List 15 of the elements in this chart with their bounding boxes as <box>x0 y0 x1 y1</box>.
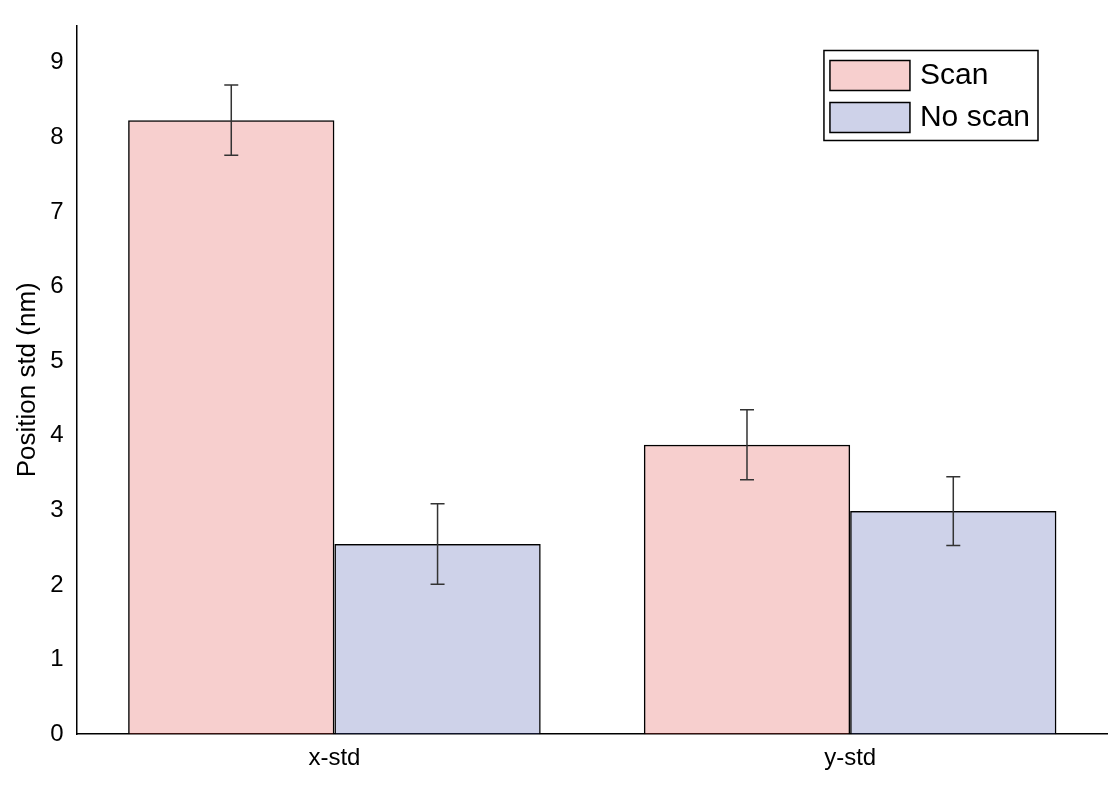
y-axis-title: Position std (nm) <box>10 282 41 478</box>
y-tick-label: 6 <box>50 271 64 299</box>
y-tick-label: 2 <box>50 569 64 597</box>
y-tick-label: 7 <box>50 196 64 224</box>
x-tick-label: x-std <box>308 743 361 771</box>
y-tick-label: 4 <box>50 420 64 448</box>
x-tick-label: y-std <box>824 743 877 771</box>
y-tick-label: 1 <box>50 644 64 672</box>
y-tick-label: 3 <box>50 494 64 522</box>
y-tick-label: 8 <box>50 121 64 149</box>
y-tick-label: 5 <box>50 345 64 373</box>
y-tick-label: 0 <box>50 718 64 746</box>
y-tick-label: 9 <box>50 47 64 75</box>
legend-label: No scan <box>919 98 1031 132</box>
legend-label: Scan <box>919 56 989 90</box>
